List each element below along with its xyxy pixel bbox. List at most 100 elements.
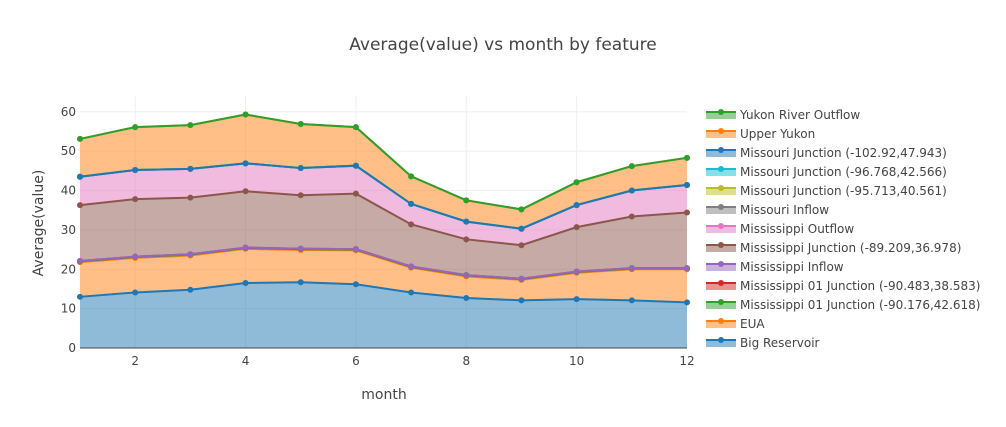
x-tick-label: 10	[569, 354, 584, 368]
data-point[interactable]	[684, 154, 690, 161]
legend-item[interactable]: Big Reservoir	[706, 336, 820, 350]
legend-label: Mississippi Outflow	[740, 222, 854, 236]
data-point[interactable]	[684, 265, 690, 272]
data-point[interactable]	[297, 165, 304, 172]
data-point[interactable]	[463, 218, 470, 225]
legend-marker	[718, 299, 724, 305]
data-point[interactable]	[352, 162, 359, 169]
data-point[interactable]	[463, 272, 470, 279]
data-point[interactable]	[684, 209, 690, 216]
series-line	[79, 113, 688, 211]
data-point[interactable]	[132, 124, 139, 131]
legend-label: Missouri Inflow	[740, 203, 829, 217]
data-point[interactable]	[132, 289, 139, 296]
x-tick-label: 12	[679, 354, 694, 368]
data-point[interactable]	[297, 279, 304, 286]
legend-label: Mississippi Junction (-89.209,36.978)	[740, 241, 961, 255]
data-point[interactable]	[408, 263, 415, 270]
legend-item[interactable]: EUA	[706, 317, 765, 331]
legend-label: Upper Yukon	[740, 127, 815, 141]
legend-marker	[718, 166, 724, 172]
data-point[interactable]	[242, 280, 249, 287]
y-tick-label: 0	[68, 341, 76, 355]
data-point[interactable]	[628, 213, 635, 220]
data-point[interactable]	[352, 124, 359, 131]
legend-item[interactable]: Missouri Junction (-96.768,42.566)	[706, 165, 947, 179]
data-point[interactable]	[518, 225, 525, 232]
data-point[interactable]	[408, 289, 415, 296]
data-point[interactable]	[77, 173, 83, 180]
data-point[interactable]	[684, 299, 690, 306]
data-point[interactable]	[352, 281, 359, 288]
data-point[interactable]	[408, 200, 415, 207]
legend-item[interactable]: Mississippi Outflow	[706, 222, 854, 236]
data-point[interactable]	[297, 192, 304, 199]
data-point[interactable]	[187, 165, 194, 172]
data-point[interactable]	[518, 297, 525, 304]
data-point[interactable]	[297, 120, 304, 127]
data-point[interactable]	[628, 187, 635, 194]
data-point[interactable]	[77, 257, 83, 264]
legend-item[interactable]: Missouri Junction (-95.713,40.561)	[706, 184, 947, 198]
legend-swatch	[706, 302, 736, 309]
data-point[interactable]	[573, 296, 580, 303]
data-point[interactable]	[132, 253, 139, 260]
data-point[interactable]	[573, 268, 580, 275]
legend-swatch	[706, 226, 736, 233]
axes: 0 10 20 30 40 50 60 2 4 6 8 10 12	[61, 105, 695, 368]
x-tick-label: 2	[131, 354, 139, 368]
legend-label: Yukon River Outflow	[739, 108, 860, 122]
data-point[interactable]	[77, 202, 83, 209]
legend-swatch	[706, 188, 736, 195]
legend-item[interactable]: Missouri Inflow	[706, 203, 829, 217]
data-point[interactable]	[242, 111, 249, 118]
data-point[interactable]	[352, 190, 359, 197]
data-point[interactable]	[187, 122, 194, 129]
data-point[interactable]	[132, 196, 139, 203]
data-point[interactable]	[187, 251, 194, 258]
data-point[interactable]	[628, 163, 635, 170]
data-point[interactable]	[518, 275, 525, 282]
legend-item[interactable]: Mississippi 01 Junction (-90.176,42.618)	[706, 298, 980, 312]
legend-item[interactable]: Missouri Junction (-102.92,47.943)	[706, 146, 947, 160]
y-tick-label: 40	[61, 184, 76, 198]
legend-swatch	[706, 169, 736, 176]
data-point[interactable]	[463, 294, 470, 301]
data-point[interactable]	[242, 188, 249, 195]
data-point[interactable]	[242, 160, 249, 167]
data-point[interactable]	[187, 194, 194, 201]
data-point[interactable]	[408, 221, 415, 228]
data-point[interactable]	[518, 206, 525, 213]
data-point[interactable]	[573, 202, 580, 209]
data-point[interactable]	[573, 179, 580, 186]
data-point[interactable]	[242, 244, 249, 251]
data-point[interactable]	[628, 265, 635, 272]
data-point[interactable]	[297, 245, 304, 252]
data-point[interactable]	[187, 286, 194, 293]
legend-label: Mississippi 01 Junction (-90.483,38.583)	[740, 279, 980, 293]
legend-marker	[718, 128, 724, 134]
data-point[interactable]	[573, 224, 580, 231]
legend-item[interactable]: Yukon River Outflow	[706, 108, 860, 122]
data-point[interactable]	[463, 236, 470, 243]
data-point[interactable]	[352, 246, 359, 253]
legend-swatch	[706, 131, 736, 138]
legend-item[interactable]: Upper Yukon	[706, 127, 815, 141]
data-point[interactable]	[77, 293, 83, 300]
data-point[interactable]	[408, 173, 415, 180]
legend-swatch	[706, 112, 736, 119]
area-fill	[80, 248, 687, 303]
data-point[interactable]	[463, 197, 470, 204]
data-point[interactable]	[77, 135, 83, 142]
legend-item[interactable]: Mississippi 01 Junction (-90.483,38.583)	[706, 279, 980, 293]
legend-item[interactable]: Mississippi Inflow	[706, 260, 844, 274]
data-point[interactable]	[518, 242, 525, 249]
legend-label: EUA	[740, 317, 765, 331]
legend-item[interactable]: Mississippi Junction (-89.209,36.978)	[706, 241, 961, 255]
data-point[interactable]	[132, 167, 139, 174]
y-tick-label: 20	[61, 262, 76, 276]
data-point[interactable]	[684, 181, 690, 188]
data-point[interactable]	[628, 297, 635, 304]
legend-marker	[718, 337, 724, 343]
